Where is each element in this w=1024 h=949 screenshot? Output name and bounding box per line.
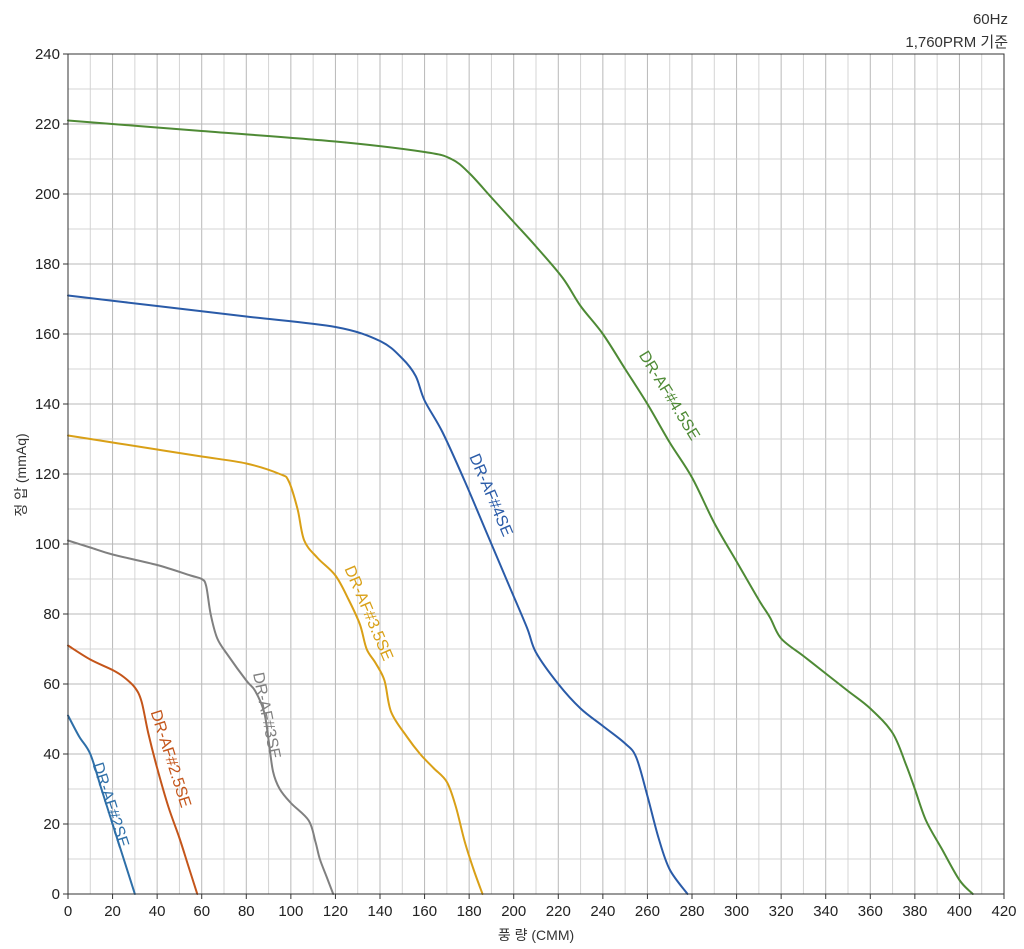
x-tick-label: 180 [457,903,482,920]
x-tick-label: 120 [323,903,348,920]
frequency-note: 60Hz [973,11,1008,28]
series-label-dr-af-2se: DR-AF#2SE [89,761,132,850]
y-tick-label: 140 [35,396,60,413]
series-label-dr-af-3-5se: DR-AF#3.5SE [341,563,396,663]
y-tick-label: 100 [35,536,60,553]
y-tick-label: 220 [35,116,60,133]
plot-border [67,53,1005,895]
x-tick-label: 220 [546,903,571,920]
x-tick-label: 400 [947,903,972,920]
x-tick-label: 20 [104,903,121,920]
series-line-dr-af-2se [67,714,136,895]
plot-frame [63,53,1005,899]
x-tick-label: 140 [367,903,392,920]
y-tick-label: 80 [43,606,60,623]
series-line-dr-af-3se [67,539,335,895]
y-tick-label: 60 [43,676,60,693]
x-tick-label: 340 [813,903,838,920]
x-tick-label: 320 [769,903,794,920]
x-tick-label: 40 [149,903,166,920]
x-tick-label: 420 [991,903,1016,920]
x-tick-label: 60 [193,903,210,920]
grid [67,53,1005,895]
x-tick-label: 240 [590,903,615,920]
x-tick-label: 80 [238,903,255,920]
curves: DR-AF#2SE DR-AF#2.5SE DR-AF#3SEDR-AF#3.5SE… [67,119,974,895]
y-tick-label: 120 [35,466,60,483]
y-axis-label: 정 압 (mmAq) [13,433,29,516]
y-tick-label: 200 [35,186,60,203]
series-line-dr-af-2-5se [67,644,199,895]
y-tick-label: 0 [52,886,60,903]
x-tick-label: 280 [679,903,704,920]
y-tick-label: 40 [43,746,60,763]
y-tick-label: 160 [35,326,60,343]
y-tick-label: 180 [35,256,60,273]
x-tick-label: 200 [501,903,526,920]
x-tick-label: 100 [278,903,303,920]
x-tick-label: 260 [635,903,660,920]
x-tick-label: 380 [902,903,927,920]
x-tick-label: 300 [724,903,749,920]
series-label-dr-af-4se: DR-AF#4SE [465,451,515,539]
series-line-dr-af-4se [67,294,689,895]
tick-labels: 0 20 40 60 80 100 120 140 160 180 200 220 240 260 280 3… [35,46,1017,920]
x-tick-label: 160 [412,903,437,920]
x-axis-label: 풍 량 (CMM) [498,927,574,943]
x-tick-label: 0 [64,903,72,920]
rpm-note: 1,760PRM 기준 [905,34,1008,51]
y-tick-label: 240 [35,46,60,63]
series-label-dr-af-4-5se: DR-AF#4.5SE [635,348,703,443]
series-line-dr-af-4-5se [67,119,974,895]
y-tick-label: 20 [43,816,60,833]
series-line-dr-af-3-5se [67,434,484,895]
x-tick-label: 360 [858,903,883,920]
